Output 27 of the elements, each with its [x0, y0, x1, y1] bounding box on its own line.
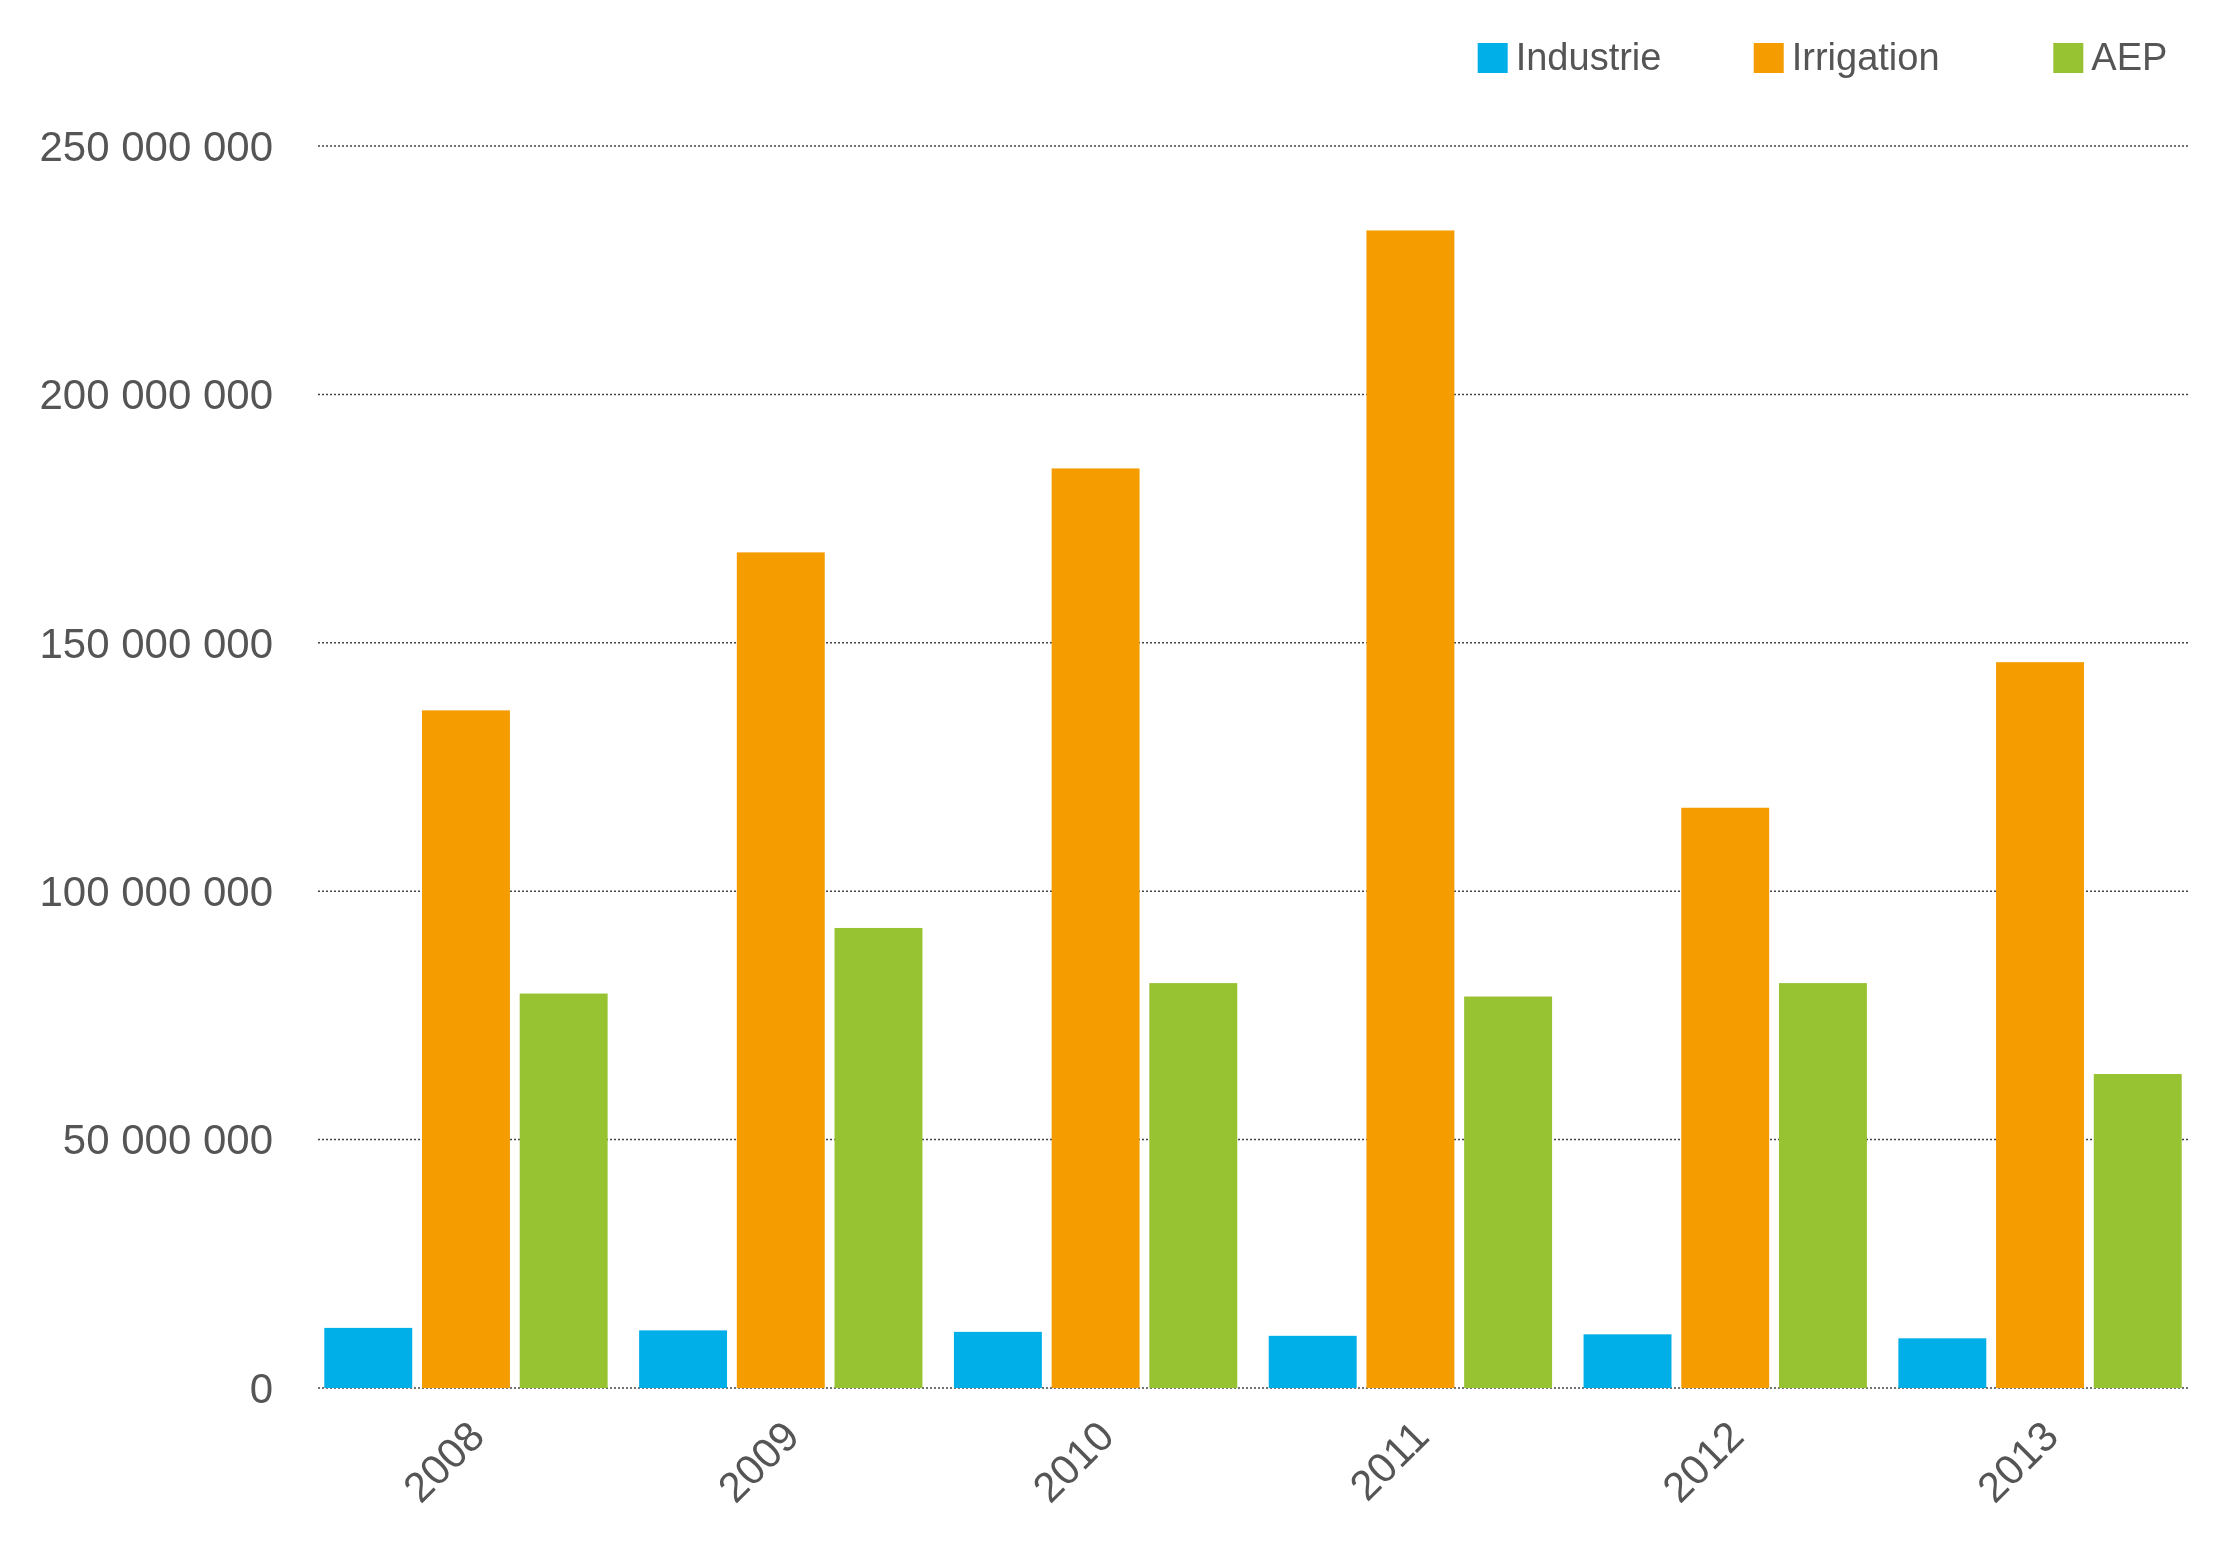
bar [324, 1327, 413, 1388]
y-tick-label: 100 000 000 [39, 867, 273, 915]
bar [1996, 662, 2084, 1388]
y-tick-label: 50 000 000 [62, 1116, 273, 1164]
bar [953, 1331, 1042, 1388]
bar [1583, 1334, 1672, 1388]
bar [639, 1330, 728, 1388]
bar [1366, 230, 1455, 1388]
y-tick-label: 200 000 000 [39, 371, 273, 419]
bar [2093, 1074, 2182, 1388]
bar [519, 993, 608, 1388]
legend-label: Irrigation [1791, 36, 1940, 78]
legend-label: Industrie [1515, 36, 1662, 78]
y-tick-label: 0 [249, 1364, 273, 1412]
y-tick-label: 150 000 000 [39, 619, 273, 667]
bar [1051, 468, 1140, 1388]
y-tick-label: 250 000 000 [39, 122, 273, 170]
bar [1268, 1335, 1357, 1388]
bar [1778, 983, 1867, 1388]
legend-label: AEP [2091, 36, 2168, 78]
bar [1464, 996, 1553, 1388]
bar [736, 552, 825, 1388]
bar [422, 710, 510, 1388]
bar [1898, 1338, 1987, 1388]
bar [1681, 807, 1770, 1388]
bar [834, 927, 923, 1388]
bar [1149, 983, 1238, 1388]
